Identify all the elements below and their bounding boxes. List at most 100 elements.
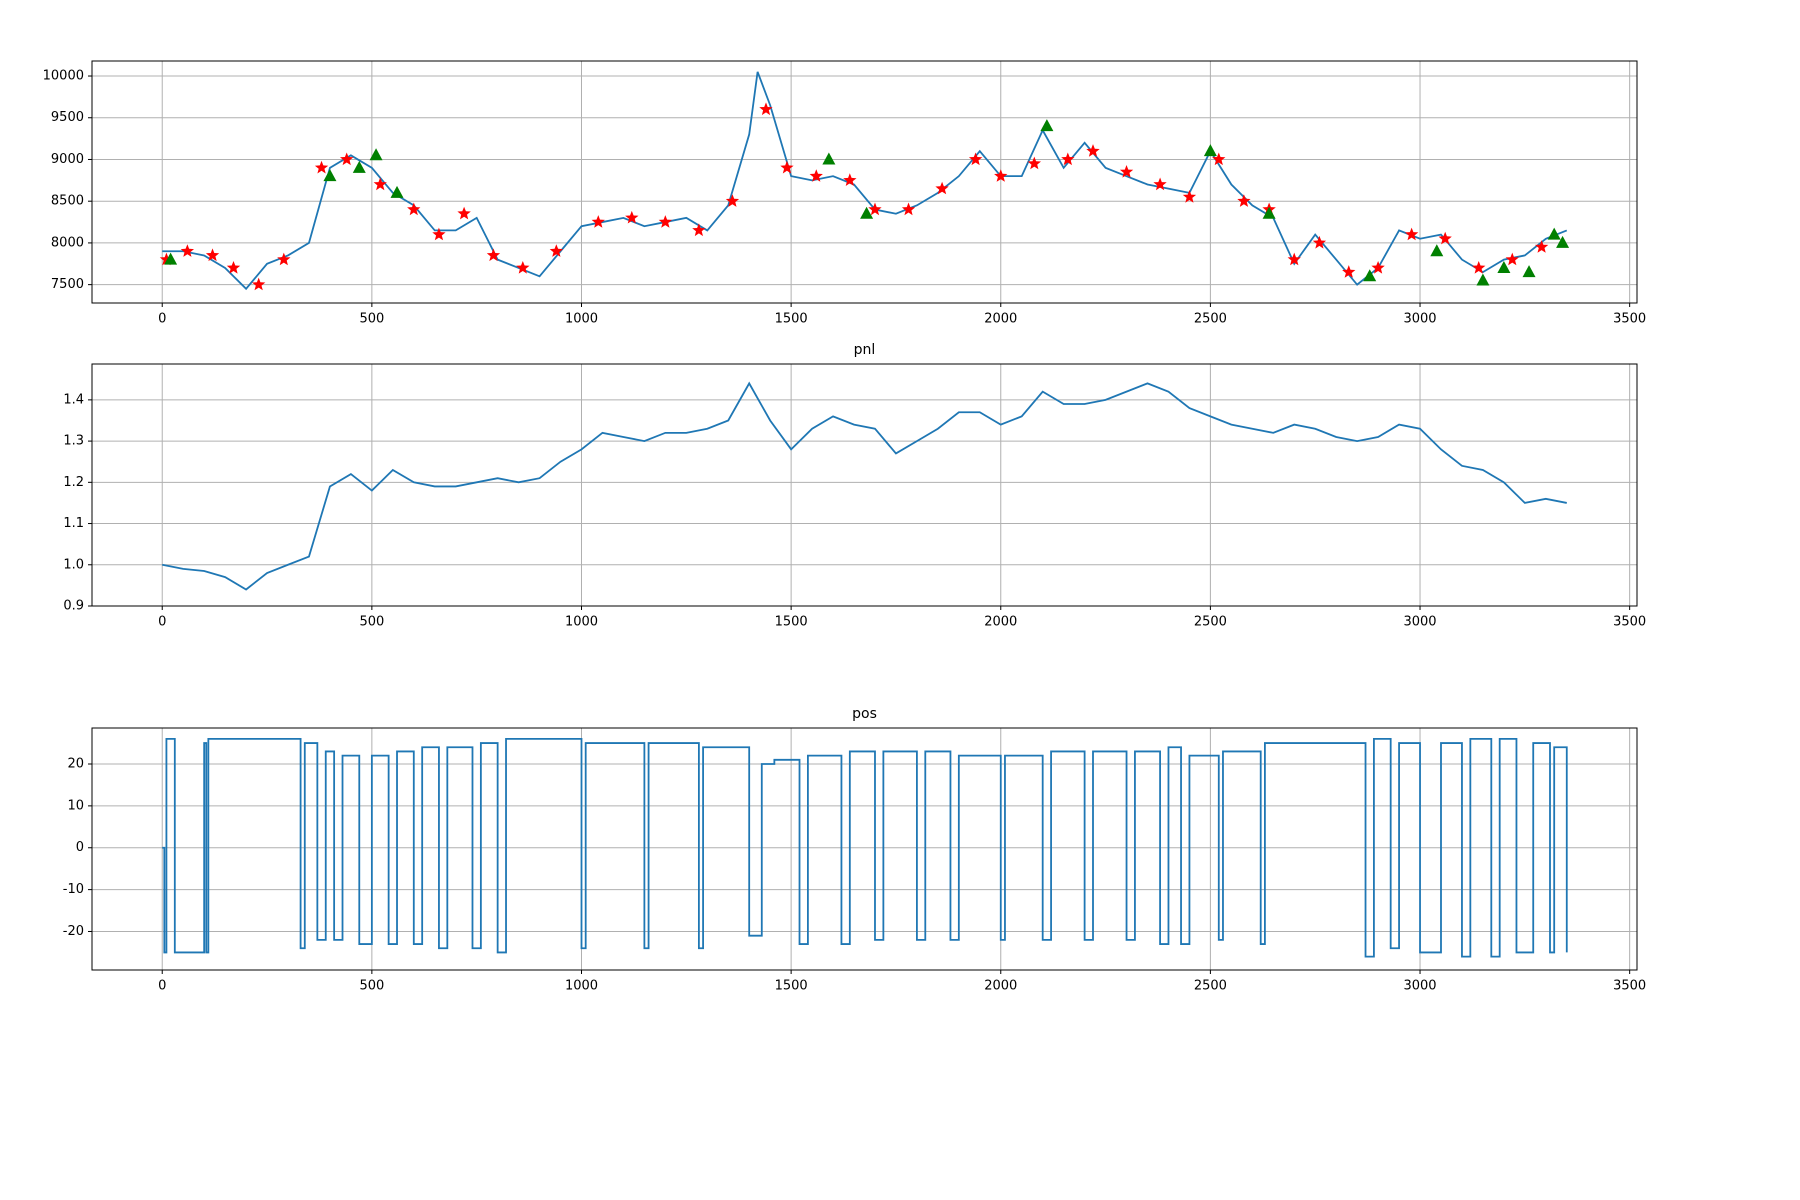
x-tick-label: 0 xyxy=(158,615,166,630)
y-tick-label: 1.2 xyxy=(63,475,84,490)
star-marker xyxy=(1153,177,1167,191)
subplot: pos 0 500 1000 1500 2000 2500 3000 3500 -20 -10 0 10… xyxy=(63,706,1646,994)
x-tick-label: 2000 xyxy=(984,615,1017,630)
triangle-marker xyxy=(164,252,178,265)
x-tick-label: 1500 xyxy=(775,615,808,630)
star-marker xyxy=(1212,152,1226,166)
x-tick-label: 3000 xyxy=(1403,979,1436,994)
x-tick-label: 1000 xyxy=(565,312,598,327)
y-tick-label: 0 xyxy=(76,840,84,855)
star-marker xyxy=(549,244,563,257)
x-tick-label: 3000 xyxy=(1403,615,1436,630)
triangle-marker xyxy=(1522,265,1536,278)
y-tick-label: 9000 xyxy=(51,152,84,167)
triangle-marker xyxy=(323,169,337,182)
star-marker xyxy=(407,202,421,216)
star-marker xyxy=(226,261,241,274)
star-marker xyxy=(868,202,882,216)
star-marker xyxy=(759,102,773,116)
star-marker xyxy=(994,169,1008,182)
y-tick-label: 10 xyxy=(67,798,84,813)
star-marker xyxy=(205,248,220,262)
triangle-marker xyxy=(1476,273,1490,286)
star-marker xyxy=(725,194,740,207)
star-marker xyxy=(1405,227,1419,241)
subplot-title: pos xyxy=(852,706,877,722)
star-marker xyxy=(809,169,823,182)
x-tick-label: 2500 xyxy=(1194,312,1227,327)
star-marker xyxy=(486,248,501,262)
y-tick-label: 8500 xyxy=(51,194,84,209)
star-marker xyxy=(1061,152,1075,166)
star-marker xyxy=(692,223,706,237)
y-tick-label: 7500 xyxy=(51,277,84,292)
triangle-marker xyxy=(1040,119,1054,132)
subplot-title: pnl xyxy=(854,342,876,358)
x-tick-label: 0 xyxy=(158,312,166,327)
star-marker xyxy=(780,160,794,174)
x-tick-label: 2500 xyxy=(1194,615,1227,630)
y-tick-label: 0.9 xyxy=(63,599,84,614)
x-tick-label: 1500 xyxy=(775,312,808,327)
subplot: pnl 0 500 1000 1500 2000 2500 3000 3500 0.9 1.0 1.1… xyxy=(63,342,1646,630)
x-tick-label: 500 xyxy=(359,615,384,630)
x-tick-label: 0 xyxy=(158,979,166,994)
x-tick-label: 500 xyxy=(359,979,384,994)
triangle-marker xyxy=(822,152,836,165)
triangle-marker xyxy=(1497,260,1511,273)
axes-frame xyxy=(91,727,1638,971)
star-marker xyxy=(1119,165,1134,178)
star-marker xyxy=(1342,265,1356,278)
star-marker xyxy=(314,160,329,174)
line xyxy=(162,381,1567,591)
step-line xyxy=(162,737,1568,958)
star-marker xyxy=(591,215,605,228)
x-tick-label: 2000 xyxy=(984,979,1017,994)
star-marker xyxy=(935,181,949,195)
star-marker xyxy=(901,202,916,216)
triangle-marker xyxy=(390,185,404,198)
y-tick-label: 1.1 xyxy=(63,516,84,531)
triangle-marker xyxy=(1203,144,1217,157)
star-marker xyxy=(340,152,354,166)
y-tick-label: 1.0 xyxy=(63,557,84,572)
triangle-marker xyxy=(1430,244,1444,257)
triangle-marker xyxy=(369,148,383,161)
x-tick-label: 1000 xyxy=(565,615,598,630)
star-marker xyxy=(843,173,857,186)
y-tick-label: 1.4 xyxy=(63,392,84,407)
star-marker xyxy=(252,277,266,291)
y-tick-label: -10 xyxy=(63,882,84,897)
star-marker xyxy=(1535,240,1549,253)
triangle-marker xyxy=(860,206,874,219)
star-marker xyxy=(432,227,446,241)
star-marker xyxy=(180,244,194,257)
star-marker xyxy=(968,152,983,166)
star-marker xyxy=(1312,235,1327,249)
x-tick-label: 3500 xyxy=(1613,979,1646,994)
star-marker xyxy=(1237,194,1251,207)
y-tick-label: 20 xyxy=(67,757,84,772)
star-marker xyxy=(1505,252,1519,266)
y-tick-label: 1.3 xyxy=(63,434,84,449)
star-marker xyxy=(159,252,174,266)
x-tick-label: 3000 xyxy=(1403,312,1436,327)
star-marker xyxy=(1027,156,1041,170)
triangle-marker xyxy=(352,160,366,173)
x-tick-label: 1500 xyxy=(775,979,808,994)
x-tick-label: 2000 xyxy=(984,312,1017,327)
x-tick-label: 1000 xyxy=(565,979,598,994)
line xyxy=(162,71,1568,291)
star-marker xyxy=(1371,261,1385,274)
star-marker xyxy=(1287,252,1301,266)
triangle-marker xyxy=(1363,269,1377,282)
axes-frame xyxy=(91,60,1638,304)
y-tick-label: 10000 xyxy=(43,69,84,84)
star-marker xyxy=(1086,144,1100,157)
y-tick-label: -20 xyxy=(63,924,84,939)
x-tick-label: 3500 xyxy=(1613,312,1646,327)
star-marker xyxy=(516,261,530,274)
star-marker xyxy=(1472,261,1486,274)
star-marker xyxy=(373,177,387,191)
